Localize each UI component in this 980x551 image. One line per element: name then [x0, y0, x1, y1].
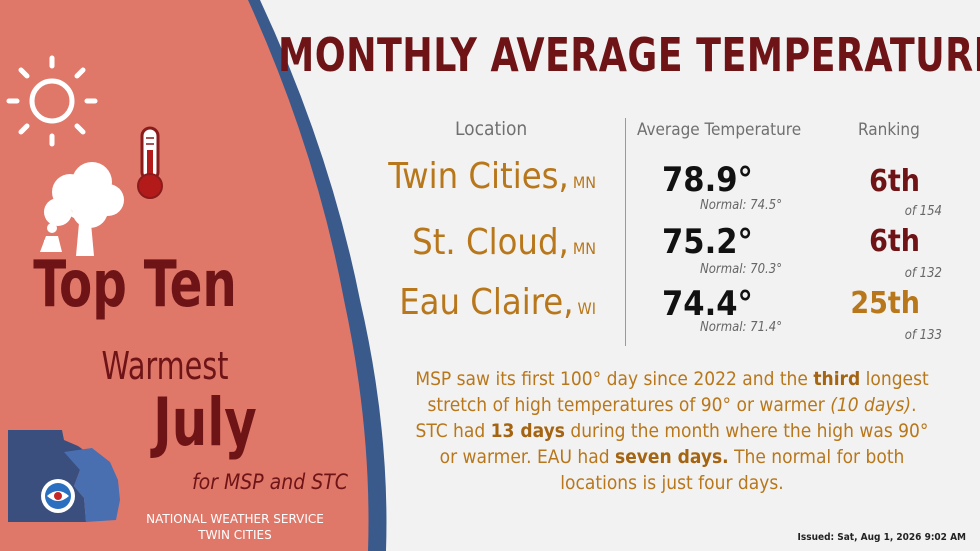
column-divider — [625, 118, 626, 346]
nws-name-line2: TWIN CITIES — [198, 528, 272, 542]
person-reading-icon — [40, 223, 62, 252]
summary-text: . STC had — [415, 394, 917, 442]
rank-value: 25th — [850, 286, 920, 321]
avg-temp-header: Average Temperature — [637, 120, 802, 140]
thermometer-icon — [137, 126, 163, 199]
issued-timestamp: Issued: Sat, Aug 1, 2026 9:02 AM — [797, 532, 966, 543]
summary-emphasis: seven days. — [615, 446, 729, 468]
normal-temp: Normal: 74.5° — [700, 198, 783, 213]
city-name: Twin Cities, — [388, 156, 569, 197]
page-title: MONTHLY AVERAGE TEMPERATURE — [278, 28, 980, 82]
tree-icon — [44, 162, 124, 256]
july-heading: July — [153, 384, 257, 461]
avg-temp-value: 74.4° — [662, 284, 753, 324]
warmest-heading: Warmest — [101, 344, 229, 388]
ranking-header: Ranking — [858, 120, 920, 140]
summary-italic: (10 days) — [830, 394, 912, 416]
nws-logo-icon — [41, 479, 75, 513]
avg-temp-value: 78.9° — [662, 160, 753, 200]
normal-temp: Normal: 71.4° — [700, 320, 783, 335]
location-eau-claire: Eau Claire, WI — [399, 282, 596, 323]
location-st-cloud: St. Cloud, MN — [412, 222, 596, 263]
rank-of: of 132 — [904, 266, 942, 281]
avg-temp-value: 75.2° — [662, 222, 753, 262]
summary-text: The normal for both locations is just fo… — [560, 446, 905, 494]
city-name: St. Cloud, — [412, 222, 569, 263]
normal-temp: Normal: 70.3° — [700, 262, 783, 277]
rank-of: of 154 — [904, 204, 942, 219]
state-abbr: MN — [572, 173, 596, 192]
top-ten-heading: Top Ten — [33, 248, 237, 322]
summary-paragraph: MSP saw its first 100° day since 2022 an… — [414, 366, 930, 496]
summary-text: longest stretch of high temperatures of … — [427, 368, 929, 416]
rank-value: 6th — [869, 224, 920, 259]
location-header: Location — [455, 118, 528, 140]
for-subtitle: for MSP and STC — [192, 470, 348, 494]
city-name: Eau Claire, — [399, 282, 574, 323]
nws-name-line1: NATIONAL WEATHER SERVICE — [146, 512, 324, 526]
sun-icon — [6, 55, 98, 147]
location-twin-cities: Twin Cities, MN — [388, 156, 596, 197]
rank-of: of 133 — [904, 328, 942, 343]
state-abbr: MN — [572, 239, 596, 258]
summary-text: MSP saw its first 100° day since 2022 an… — [415, 368, 814, 390]
summary-text: during the month where the high was 90° … — [439, 420, 929, 468]
rank-value: 6th — [869, 164, 920, 199]
summary-emphasis: third — [813, 368, 861, 390]
summary-emphasis: 13 days — [490, 420, 565, 442]
state-abbr: WI — [577, 299, 596, 318]
